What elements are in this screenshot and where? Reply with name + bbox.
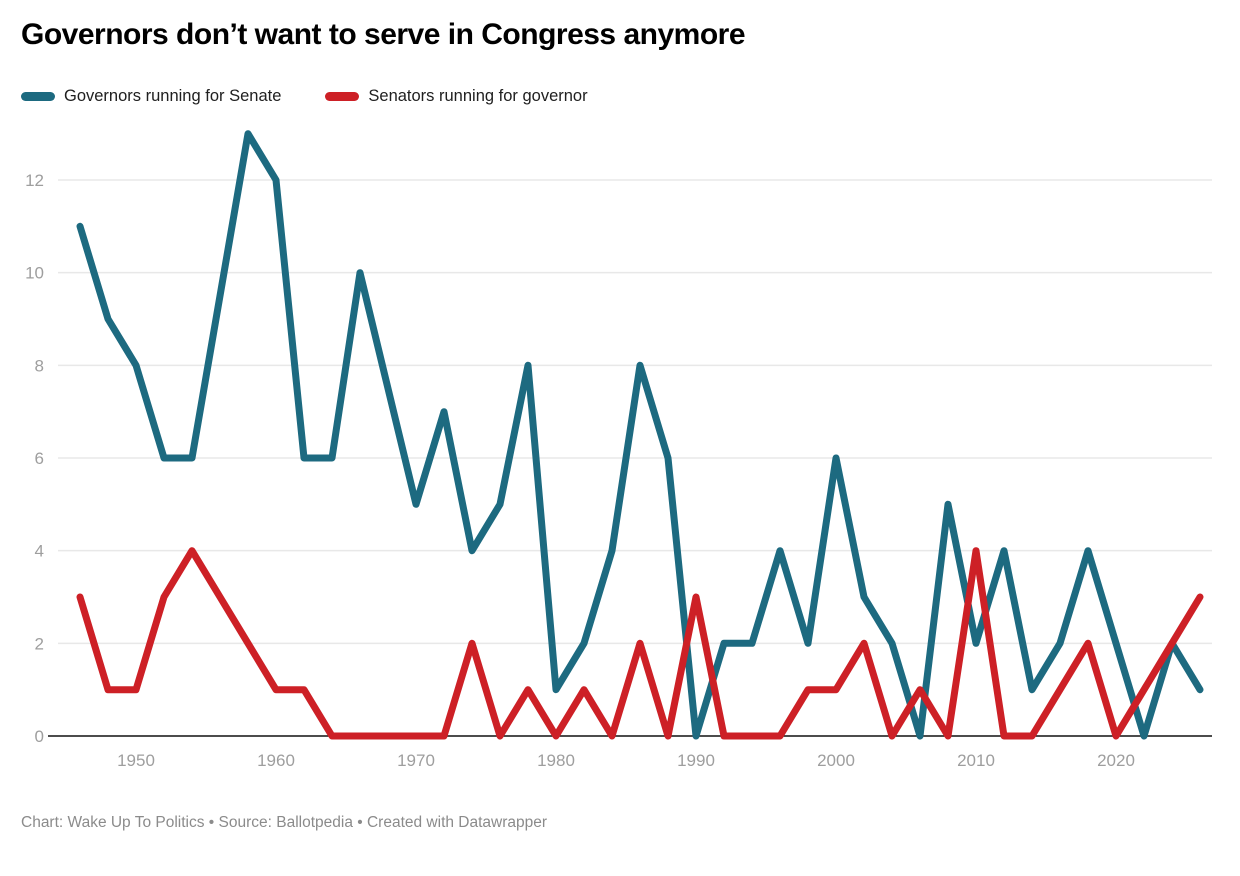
attribution-footer: Chart: Wake Up To Politics • Source: Bal… xyxy=(21,814,548,831)
line-chart: 0 2 4 6 8 10 12 1950 1960 1970 1980 1990 2000 2010 202… xyxy=(25,130,1212,770)
legend-label-senators: Senators running for governor xyxy=(368,87,588,105)
x-tick-label-2020: 2020 xyxy=(1097,751,1135,770)
x-tick-label-1970: 1970 xyxy=(397,751,435,770)
y-tick-label-6: 6 xyxy=(35,449,44,468)
x-tick-label-2010: 2010 xyxy=(957,751,995,770)
y-tick-label-12: 12 xyxy=(25,171,44,190)
legend-item-governors: Governors running for Senate xyxy=(21,84,281,108)
x-tick-label-1980: 1980 xyxy=(537,751,575,770)
y-tick-label-0: 0 xyxy=(35,727,44,746)
y-tick-label-8: 8 xyxy=(35,356,44,375)
y-tick-label-10: 10 xyxy=(25,264,44,283)
governors-series-swatch xyxy=(21,91,55,101)
senators-series-swatch xyxy=(325,91,360,101)
x-tick-label-1960: 1960 xyxy=(257,751,295,770)
legend: Governors running for Senate Senators ru… xyxy=(0,84,1240,108)
legend-item-senators: Senators running for governor xyxy=(325,84,588,108)
senators-line xyxy=(76,547,1204,740)
x-tick-label-1990: 1990 xyxy=(677,751,715,770)
y-tick-label-4: 4 xyxy=(35,542,44,561)
x-tick-label-1950: 1950 xyxy=(117,751,155,770)
legend-label-governors: Governors running for Senate xyxy=(64,87,282,105)
governors-line xyxy=(76,130,1204,740)
y-tick-label-2: 2 xyxy=(35,634,44,653)
chart-title: Governors don’t want to serve in Congres… xyxy=(21,18,746,51)
x-tick-label-2000: 2000 xyxy=(817,751,855,770)
